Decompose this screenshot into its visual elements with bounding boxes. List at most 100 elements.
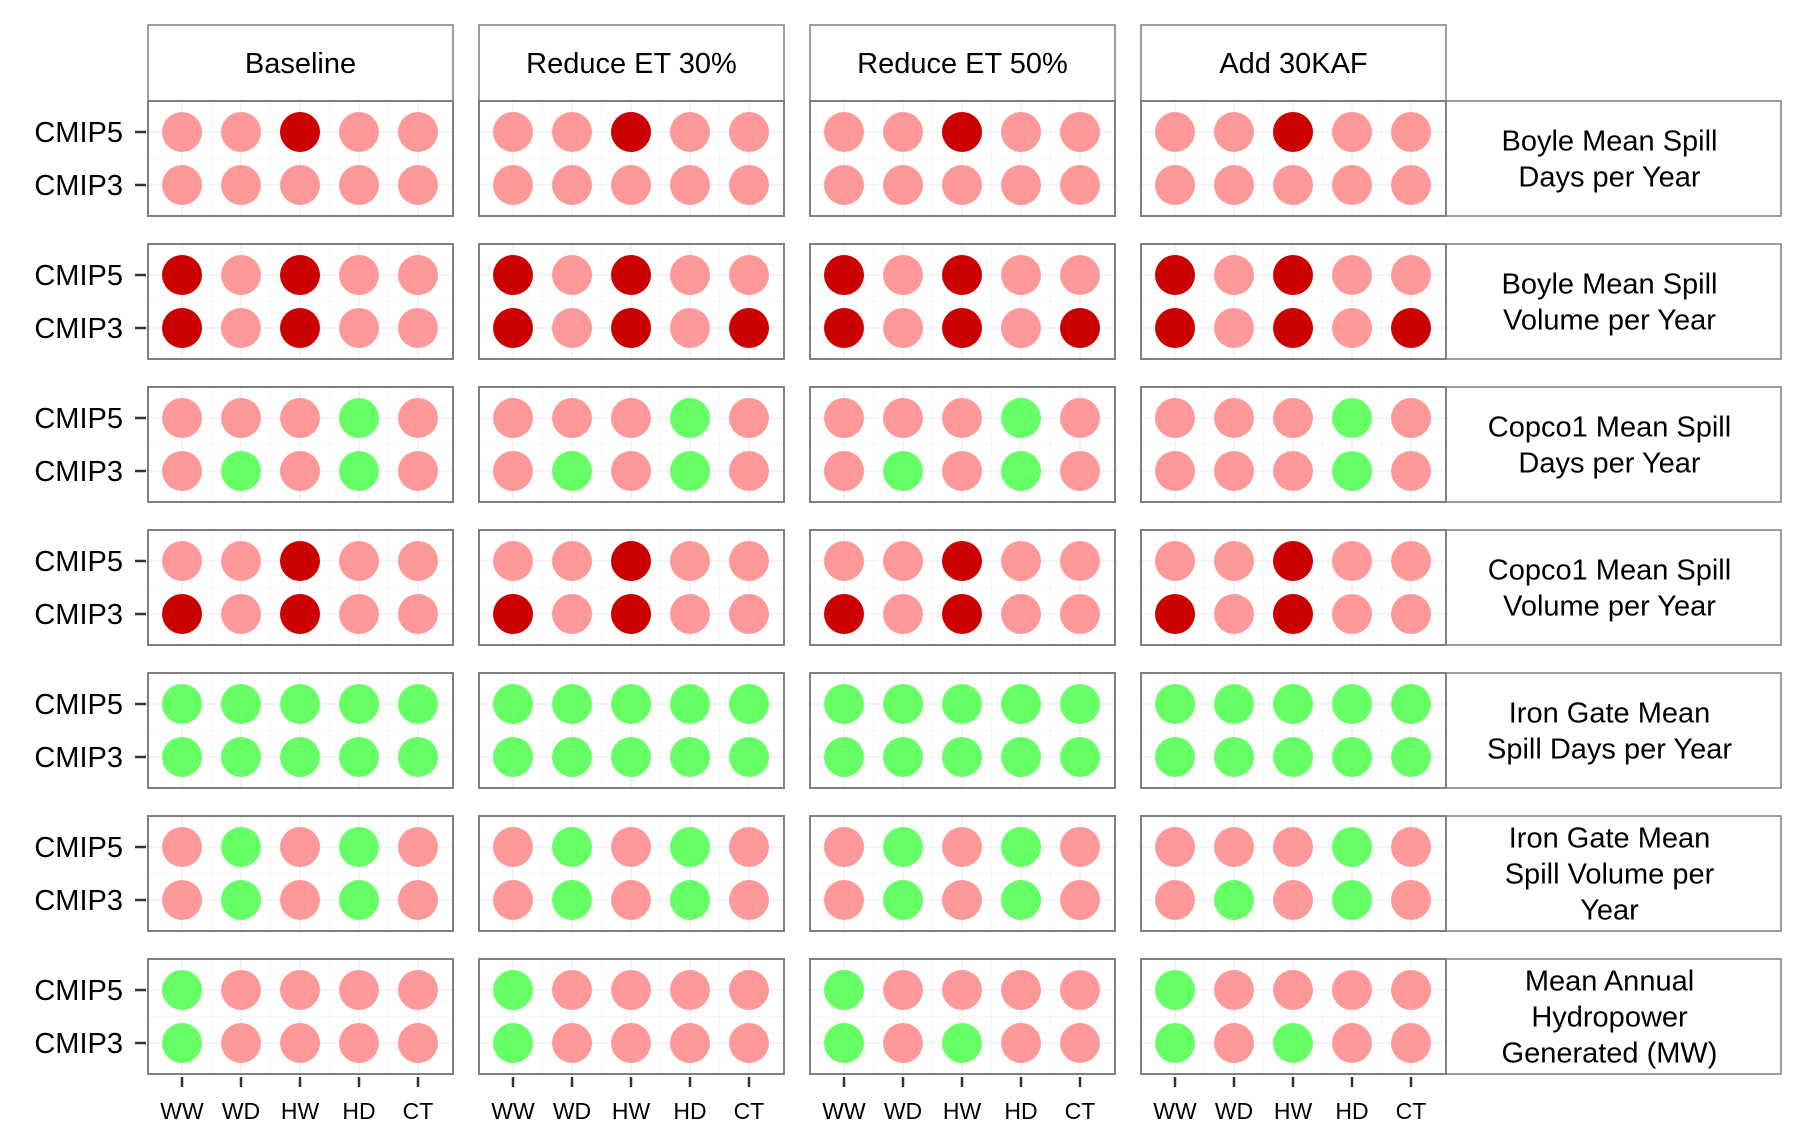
data-point bbox=[729, 165, 769, 205]
data-point bbox=[1332, 1023, 1372, 1063]
data-point bbox=[1332, 970, 1372, 1010]
data-point bbox=[883, 684, 923, 724]
data-point bbox=[280, 398, 320, 438]
data-point bbox=[552, 594, 592, 634]
panel-border bbox=[1140, 672, 1447, 789]
data-point bbox=[162, 880, 202, 920]
data-point bbox=[1214, 594, 1254, 634]
panel-border bbox=[478, 243, 785, 360]
data-point bbox=[942, 594, 982, 634]
row-strip-label: Volume per Year bbox=[1503, 305, 1716, 337]
panel-border bbox=[1140, 815, 1447, 932]
data-point bbox=[339, 970, 379, 1010]
data-point bbox=[883, 308, 923, 348]
data-point bbox=[221, 737, 261, 777]
panel-border bbox=[478, 100, 785, 217]
row-strip-label: Iron Gate Mean bbox=[1509, 823, 1711, 855]
panel-border bbox=[809, 386, 1116, 503]
data-point bbox=[611, 541, 651, 581]
data-point bbox=[493, 737, 533, 777]
data-point bbox=[339, 827, 379, 867]
data-point bbox=[1060, 308, 1100, 348]
data-point bbox=[670, 880, 710, 920]
data-point bbox=[280, 112, 320, 152]
data-point bbox=[942, 880, 982, 920]
data-point bbox=[942, 112, 982, 152]
data-point bbox=[398, 165, 438, 205]
x-tick-label: HD bbox=[342, 1098, 375, 1124]
data-point bbox=[398, 1023, 438, 1063]
row-strip-label: Year bbox=[1580, 895, 1639, 927]
data-point bbox=[493, 308, 533, 348]
data-point bbox=[398, 970, 438, 1010]
data-point bbox=[1155, 451, 1195, 491]
data-point bbox=[883, 827, 923, 867]
data-point bbox=[1391, 827, 1431, 867]
data-point bbox=[611, 451, 651, 491]
data-point bbox=[552, 827, 592, 867]
data-point bbox=[1273, 308, 1313, 348]
data-point bbox=[729, 451, 769, 491]
data-point bbox=[398, 451, 438, 491]
panel-border bbox=[809, 243, 1116, 360]
row-strip-label: Boyle Mean Spill bbox=[1502, 126, 1718, 158]
row-strip-label: Days per Year bbox=[1518, 448, 1701, 480]
data-point bbox=[1273, 880, 1313, 920]
data-point bbox=[1273, 970, 1313, 1010]
row-strip bbox=[1445, 386, 1782, 503]
data-point bbox=[1273, 112, 1313, 152]
data-point bbox=[493, 1023, 533, 1063]
data-point bbox=[824, 398, 864, 438]
data-point bbox=[824, 684, 864, 724]
data-point bbox=[1001, 880, 1041, 920]
data-point bbox=[162, 737, 202, 777]
data-point bbox=[883, 451, 923, 491]
data-point bbox=[162, 398, 202, 438]
data-point bbox=[1332, 594, 1372, 634]
data-point bbox=[493, 112, 533, 152]
row-strip-label: Copco1 Mean Spill bbox=[1488, 555, 1731, 587]
data-point bbox=[1060, 541, 1100, 581]
x-tick-label: HW bbox=[281, 1098, 320, 1124]
data-point bbox=[1332, 737, 1372, 777]
data-point bbox=[1001, 308, 1041, 348]
data-point bbox=[339, 1023, 379, 1063]
data-point bbox=[493, 880, 533, 920]
data-point bbox=[670, 737, 710, 777]
data-point bbox=[1214, 398, 1254, 438]
data-point bbox=[1391, 165, 1431, 205]
data-point bbox=[1060, 880, 1100, 920]
data-point bbox=[398, 308, 438, 348]
data-point bbox=[552, 308, 592, 348]
data-point bbox=[1332, 112, 1372, 152]
x-tick-label: HW bbox=[612, 1098, 651, 1124]
data-point bbox=[398, 255, 438, 295]
panel-border bbox=[147, 243, 454, 360]
data-point bbox=[1155, 594, 1195, 634]
data-point bbox=[729, 541, 769, 581]
data-point bbox=[1332, 684, 1372, 724]
data-point bbox=[1391, 880, 1431, 920]
data-point bbox=[1155, 255, 1195, 295]
data-point bbox=[1001, 827, 1041, 867]
y-tick-label: CMIP5 bbox=[34, 117, 123, 149]
data-point bbox=[1391, 308, 1431, 348]
column-strip-label: Reduce ET 50% bbox=[857, 48, 1068, 80]
panel-border bbox=[147, 815, 454, 932]
data-point bbox=[611, 827, 651, 867]
data-point bbox=[942, 1023, 982, 1063]
data-point bbox=[493, 594, 533, 634]
data-point bbox=[493, 165, 533, 205]
x-tick-label: HW bbox=[943, 1098, 982, 1124]
column-strip-label: Reduce ET 30% bbox=[526, 48, 737, 80]
data-point bbox=[493, 541, 533, 581]
data-point bbox=[611, 1023, 651, 1063]
row-strip-label: Boyle Mean Spill bbox=[1502, 269, 1718, 301]
data-point bbox=[162, 255, 202, 295]
y-tick-label: CMIP3 bbox=[34, 599, 123, 631]
data-point bbox=[493, 684, 533, 724]
x-tick-label: CT bbox=[403, 1098, 434, 1124]
data-point bbox=[729, 880, 769, 920]
data-point bbox=[1391, 594, 1431, 634]
column-strip bbox=[1140, 24, 1447, 102]
